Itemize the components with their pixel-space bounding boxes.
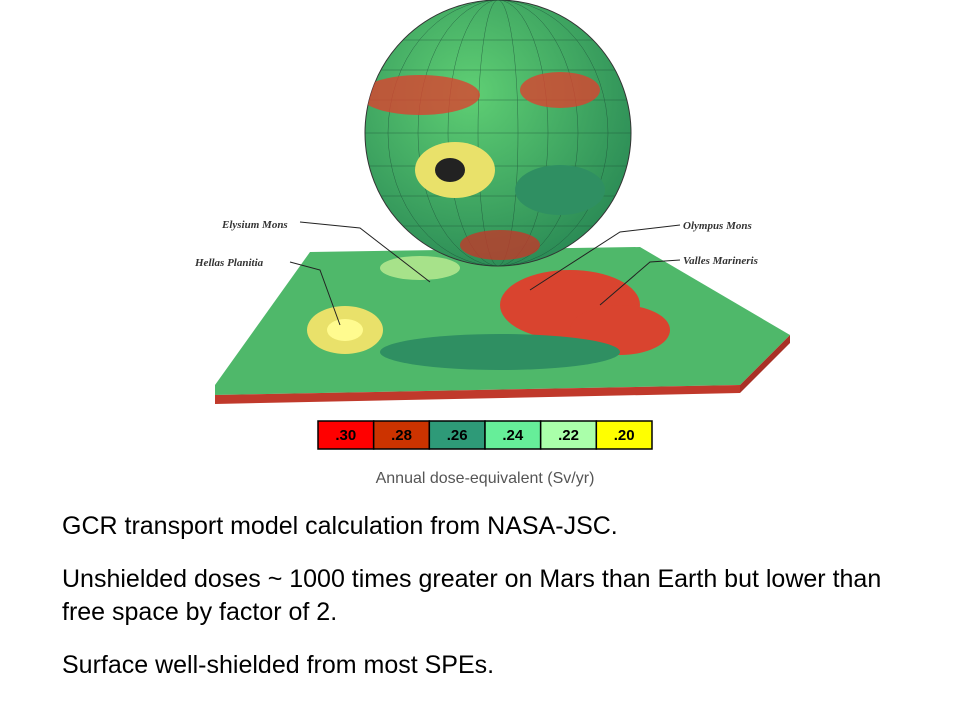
legend-swatch bbox=[428, 420, 486, 450]
legend-caption: Annual dose-equivalent (Sv/yr) bbox=[376, 470, 595, 487]
legend-label: .20 bbox=[614, 427, 635, 444]
map-label: Valles Marineris bbox=[683, 255, 758, 267]
legend-label: .24 bbox=[502, 427, 524, 444]
legend-swatch bbox=[595, 420, 653, 450]
legend-label: .30 bbox=[335, 427, 356, 444]
map-label: Hellas Planitia bbox=[194, 257, 264, 269]
bullet-text: Unshielded doses ~ 1000 times greater on… bbox=[62, 565, 882, 626]
legend-label: .28 bbox=[391, 427, 412, 444]
figure: Elysium Mons Hellas Planitia Olympus Mon… bbox=[194, 0, 790, 487]
legend-label: .26 bbox=[447, 427, 468, 444]
leader-lines bbox=[289, 221, 681, 326]
legend-label: .22 bbox=[558, 427, 579, 444]
mars-map-slab bbox=[215, 247, 790, 404]
bullet-text: Surface well-shielded from most SPEs. bbox=[62, 651, 495, 679]
dose-legend: .30 .28 .26 .24 .22 .20 bbox=[317, 420, 653, 450]
legend-swatch bbox=[372, 420, 431, 450]
map-label: Olympus Mons bbox=[683, 220, 752, 232]
mars-globe bbox=[364, 0, 632, 267]
map-label: Elysium Mons bbox=[221, 219, 288, 231]
legend-swatch bbox=[317, 420, 375, 450]
legend-swatch bbox=[484, 420, 542, 450]
bullet-text: GCR transport model calculation from NAS… bbox=[62, 512, 618, 540]
